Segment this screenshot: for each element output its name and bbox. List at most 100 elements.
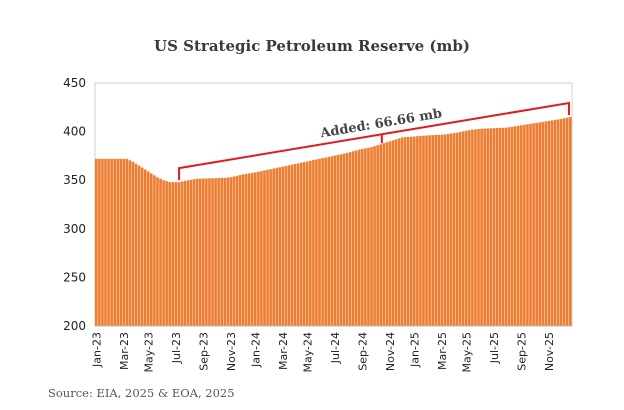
bar-week-59 xyxy=(275,167,279,326)
bar-week-101 xyxy=(403,137,407,326)
bar-week-61 xyxy=(281,166,285,326)
bar-week-107 xyxy=(422,135,425,326)
bar-week-93 xyxy=(379,144,382,326)
bar-week-146 xyxy=(541,121,545,326)
bar-week-0 xyxy=(95,158,98,326)
bar-week-91 xyxy=(373,146,376,326)
bar-week-151 xyxy=(556,119,560,326)
x-tick-label: Mar-23 xyxy=(118,332,131,370)
bar-week-42 xyxy=(223,177,227,326)
bar-week-46 xyxy=(235,175,239,326)
bar-week-117 xyxy=(452,133,456,326)
bar-week-7 xyxy=(116,158,120,326)
x-tick-label: Jan-25 xyxy=(409,332,422,368)
bar-week-55 xyxy=(263,170,266,326)
bar-week-153 xyxy=(562,118,566,326)
bar-week-131 xyxy=(495,128,499,326)
bar-week-145 xyxy=(538,122,541,327)
bar-week-126 xyxy=(480,128,483,326)
y-axis: 200 250 300 350 400 450 xyxy=(63,76,86,333)
bar-week-120 xyxy=(461,131,465,326)
bar-week-112 xyxy=(437,134,441,326)
bar-week-38 xyxy=(211,178,214,326)
bar-week-79 xyxy=(336,154,340,326)
bar-week-149 xyxy=(550,120,554,326)
bar-week-115 xyxy=(446,134,450,326)
bar-week-60 xyxy=(278,167,282,326)
bar-week-111 xyxy=(434,135,438,326)
chart-title: US Strategic Petroleum Reserve (mb) xyxy=(154,37,470,55)
bar-week-78 xyxy=(333,155,337,326)
y-tick-label: 200 xyxy=(63,319,86,333)
bar-week-40 xyxy=(217,177,220,326)
bar-week-23 xyxy=(165,181,168,326)
bar-week-105 xyxy=(416,136,419,326)
bar-week-25 xyxy=(171,182,175,326)
bar-week-98 xyxy=(394,139,398,326)
bar-week-82 xyxy=(345,152,349,326)
bar-week-80 xyxy=(339,154,343,326)
bar-week-142 xyxy=(529,123,532,326)
bar-week-49 xyxy=(244,173,248,326)
bar-week-122 xyxy=(468,130,471,326)
bar-week-143 xyxy=(532,123,535,326)
bar-week-10 xyxy=(125,158,129,326)
bar-week-18 xyxy=(150,173,153,326)
bar-week-64 xyxy=(290,164,294,326)
bar-week-28 xyxy=(180,181,184,326)
bar-week-29 xyxy=(183,180,187,326)
x-tick-label: Mar-25 xyxy=(436,332,449,370)
bar-week-94 xyxy=(382,143,386,326)
bar-week-30 xyxy=(186,180,190,326)
bar-week-109 xyxy=(428,135,431,326)
bar-week-119 xyxy=(458,131,462,326)
bar-week-34 xyxy=(198,178,202,326)
bar-week-86 xyxy=(357,149,361,326)
bar-week-124 xyxy=(474,129,477,326)
bar-week-37 xyxy=(208,178,211,326)
bar-week-9 xyxy=(122,158,126,326)
bar-week-31 xyxy=(189,179,193,326)
bar-week-83 xyxy=(348,152,352,326)
bar-week-97 xyxy=(391,140,395,326)
bar-week-57 xyxy=(269,169,272,326)
bar-week-71 xyxy=(312,160,315,326)
bar-week-128 xyxy=(486,128,490,326)
bar-week-26 xyxy=(174,182,178,326)
bar-week-8 xyxy=(119,158,123,326)
annotation-bracket xyxy=(178,101,570,181)
bar-week-139 xyxy=(520,125,523,326)
bar-week-13 xyxy=(134,163,138,326)
x-tick-label: Jul-24 xyxy=(329,332,342,364)
x-tick-label: Nov-23 xyxy=(225,332,238,371)
bar-week-12 xyxy=(131,161,135,326)
bar-week-137 xyxy=(513,126,517,326)
bar-week-50 xyxy=(247,173,251,326)
bar-week-15 xyxy=(140,167,144,326)
bar-week-47 xyxy=(238,175,242,326)
bar-week-72 xyxy=(315,159,318,326)
bar-week-33 xyxy=(195,178,199,326)
bar-week-74 xyxy=(321,158,324,326)
x-tick-label: May-23 xyxy=(143,332,156,373)
bar-week-44 xyxy=(229,177,233,326)
bar-week-69 xyxy=(305,161,309,326)
bar-week-135 xyxy=(507,127,511,326)
bar-week-121 xyxy=(464,130,468,326)
bar-week-5 xyxy=(110,158,113,326)
bar-week-68 xyxy=(302,162,306,326)
bar-week-39 xyxy=(214,178,217,326)
bar-week-2 xyxy=(101,158,104,326)
x-tick-label: Mar-24 xyxy=(277,332,290,370)
bar-week-140 xyxy=(523,124,526,326)
x-tick-label: Jul-25 xyxy=(488,332,501,364)
bar-week-63 xyxy=(287,165,291,326)
bar-week-148 xyxy=(547,120,551,326)
bar-week-21 xyxy=(159,178,162,326)
bar-week-144 xyxy=(535,122,538,326)
x-tick-label: Jan-24 xyxy=(250,332,263,368)
x-tick-label: Nov-25 xyxy=(543,332,556,371)
bar-week-51 xyxy=(250,172,254,326)
bar-week-45 xyxy=(232,176,236,326)
